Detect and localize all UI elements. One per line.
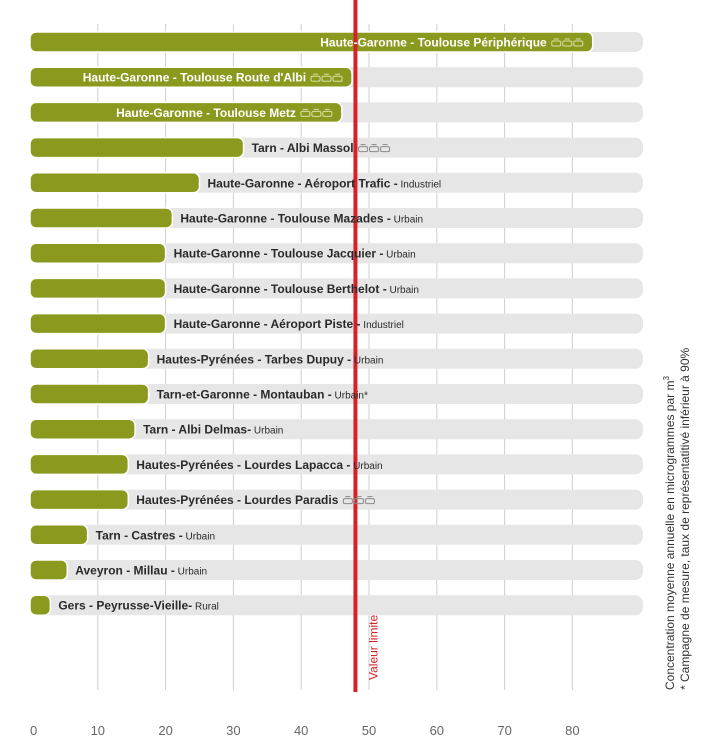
bar <box>29 101 343 124</box>
caption-footnote: * Campagne de mesure, taux de représenta… <box>678 347 692 690</box>
bar-track <box>30 384 643 404</box>
svg-text:Haute-Garonne - Toulouse Berth: Haute-Garonne - Toulouse Berthelot - Urb… <box>174 282 419 296</box>
svg-text:Haute-Garonne - Aéroport Trafi: Haute-Garonne - Aéroport Trafic - Indust… <box>208 176 442 190</box>
bar <box>29 277 167 300</box>
bar-label: Haute-Garonne - Toulouse Route d'Albi <box>83 71 343 85</box>
bar-track <box>30 560 643 580</box>
bar-track <box>30 313 643 334</box>
bar <box>29 524 89 546</box>
bar <box>29 136 245 159</box>
x-tick-label: 60 <box>430 723 444 738</box>
bar <box>29 312 167 335</box>
bar-label: Haute-Garonne - Toulouse Périphérique <box>320 36 584 50</box>
bar-track <box>30 419 643 440</box>
bar-labels: Haute-Garonne - Toulouse Périphérique Hau… <box>58 36 584 613</box>
x-tick-label: 0 <box>30 723 37 738</box>
svg-text:Haute-Garonne - Aéroport Piste: Haute-Garonne - Aéroport Piste - Industr… <box>174 317 404 331</box>
bar <box>29 418 136 440</box>
bar-track <box>30 489 643 510</box>
bar-label: Haute-Garonne - Toulouse Metz <box>116 106 333 120</box>
svg-text:Hautes-Pyrénées - Lourdes Lapa: Hautes-Pyrénées - Lourdes Lapacca - Urba… <box>136 458 382 472</box>
bar-label: Aveyron - Millau - Urbain <box>75 564 207 578</box>
bar-track <box>30 243 643 264</box>
svg-text:Gers - Peyrusse-Vieille- Rural: Gers - Peyrusse-Vieille- Rural <box>58 599 219 613</box>
x-tick-label: 80 <box>565 723 579 738</box>
svg-text:Aveyron - Millau - Urbain: Aveyron - Millau - Urbain <box>75 564 207 578</box>
bar <box>29 172 201 194</box>
bar <box>29 31 594 53</box>
traffic-icon <box>342 496 375 505</box>
svg-text:Hautes-Pyrénées - Lourdes Para: Hautes-Pyrénées - Lourdes Paradis <box>136 493 338 507</box>
svg-text:Hautes-Pyrénées - Tarbes Dupuy: Hautes-Pyrénées - Tarbes Dupuy - Urbain <box>157 352 384 366</box>
bar-label: Haute-Garonne - Aéroport Piste - Industr… <box>174 317 404 331</box>
traffic-icon <box>300 108 333 117</box>
bar <box>29 383 150 405</box>
bar-label: Tarn - Castres - Urbain <box>96 528 215 542</box>
bar-track <box>30 348 643 369</box>
bar <box>29 207 174 229</box>
bar-label: Tarn - Albi Massol <box>252 141 391 155</box>
bar-label: Haute-Garonne - Toulouse Berthelot - Urb… <box>174 282 419 296</box>
svg-text:Haute-Garonne - Toulouse Jacqu: Haute-Garonne - Toulouse Jacquier - Urba… <box>174 247 416 261</box>
svg-text:Haute-Garonne - Toulouse Périp: Haute-Garonne - Toulouse Périphérique <box>320 36 547 50</box>
bar-label: Hautes-Pyrénées - Lourdes Paradis <box>136 493 375 507</box>
bars <box>29 31 594 616</box>
traffic-icon <box>551 38 584 47</box>
x-tick-label: 10 <box>91 723 105 738</box>
bar-label: Hautes-Pyrénées - Tarbes Dupuy - Urbain <box>157 352 384 366</box>
bar-label: Tarn-et-Garonne - Montauban - Urbain* <box>157 388 368 402</box>
bar-label: Gers - Peyrusse-Vieille- Rural <box>58 599 219 613</box>
svg-text:Tarn-et-Garonne - Montauban -: Tarn-et-Garonne - Montauban - Urbain* <box>157 388 368 402</box>
bar-label: Haute-Garonne - Aéroport Trafic - Indust… <box>208 176 442 190</box>
traffic-icon <box>358 144 391 153</box>
x-tick-label: 40 <box>294 723 308 738</box>
bar-track <box>30 454 643 475</box>
svg-text:Haute-Garonne - Toulouse Metz: Haute-Garonne - Toulouse Metz <box>116 106 296 120</box>
svg-text:Tarn - Castres - Urbain: Tarn - Castres - Urbain <box>96 528 215 542</box>
bar-track <box>30 208 643 228</box>
axis-caption-line-2: * Campagne de mesure, taux de représenta… <box>678 310 692 690</box>
x-axis-ticks: 0 10 20 30 40 50 60 70 80 <box>30 723 580 738</box>
bar-label: Hautes-Pyrénées - Lourdes Lapacca - Urba… <box>136 458 382 472</box>
x-tick-label: 30 <box>226 723 240 738</box>
svg-text:Haute-Garonne - Toulouse Route: Haute-Garonne - Toulouse Route d'Albi <box>83 71 306 85</box>
bar-track <box>30 595 643 616</box>
x-tick-label: 70 <box>497 723 511 738</box>
bar <box>29 242 167 264</box>
limit-line-group: Valeur limite <box>353 0 380 692</box>
caption-superscript: 3 <box>662 376 671 381</box>
bar <box>29 453 130 476</box>
bar-track <box>30 278 643 299</box>
svg-text:Haute-Garonne - Toulouse Mazad: Haute-Garonne - Toulouse Mazades - Urbai… <box>180 212 423 226</box>
caption-text: Concentration moyenne annuelle en microg… <box>663 380 677 691</box>
bar <box>29 66 353 88</box>
traffic-icon <box>310 73 343 82</box>
limit-label: Valeur limite <box>366 615 380 680</box>
bar-label: Haute-Garonne - Toulouse Mazades - Urbai… <box>180 212 423 226</box>
x-tick-label: 50 <box>362 723 376 738</box>
bar-track <box>30 524 643 545</box>
x-tick-label: 20 <box>158 723 172 738</box>
bar <box>29 348 150 370</box>
bar <box>29 488 130 511</box>
svg-text:Tarn - Albi Massol: Tarn - Albi Massol <box>252 141 354 155</box>
bar-label: Haute-Garonne - Toulouse Jacquier - Urba… <box>174 247 416 261</box>
bar <box>29 594 52 616</box>
svg-text:Tarn - Albi Delmas- Urbain: Tarn - Albi Delmas- Urbain <box>143 423 283 437</box>
bar-label: Tarn - Albi Delmas- Urbain <box>143 423 283 437</box>
bar <box>29 559 69 581</box>
axis-caption-line-1: Concentration moyenne annuelle en microg… <box>662 350 677 690</box>
